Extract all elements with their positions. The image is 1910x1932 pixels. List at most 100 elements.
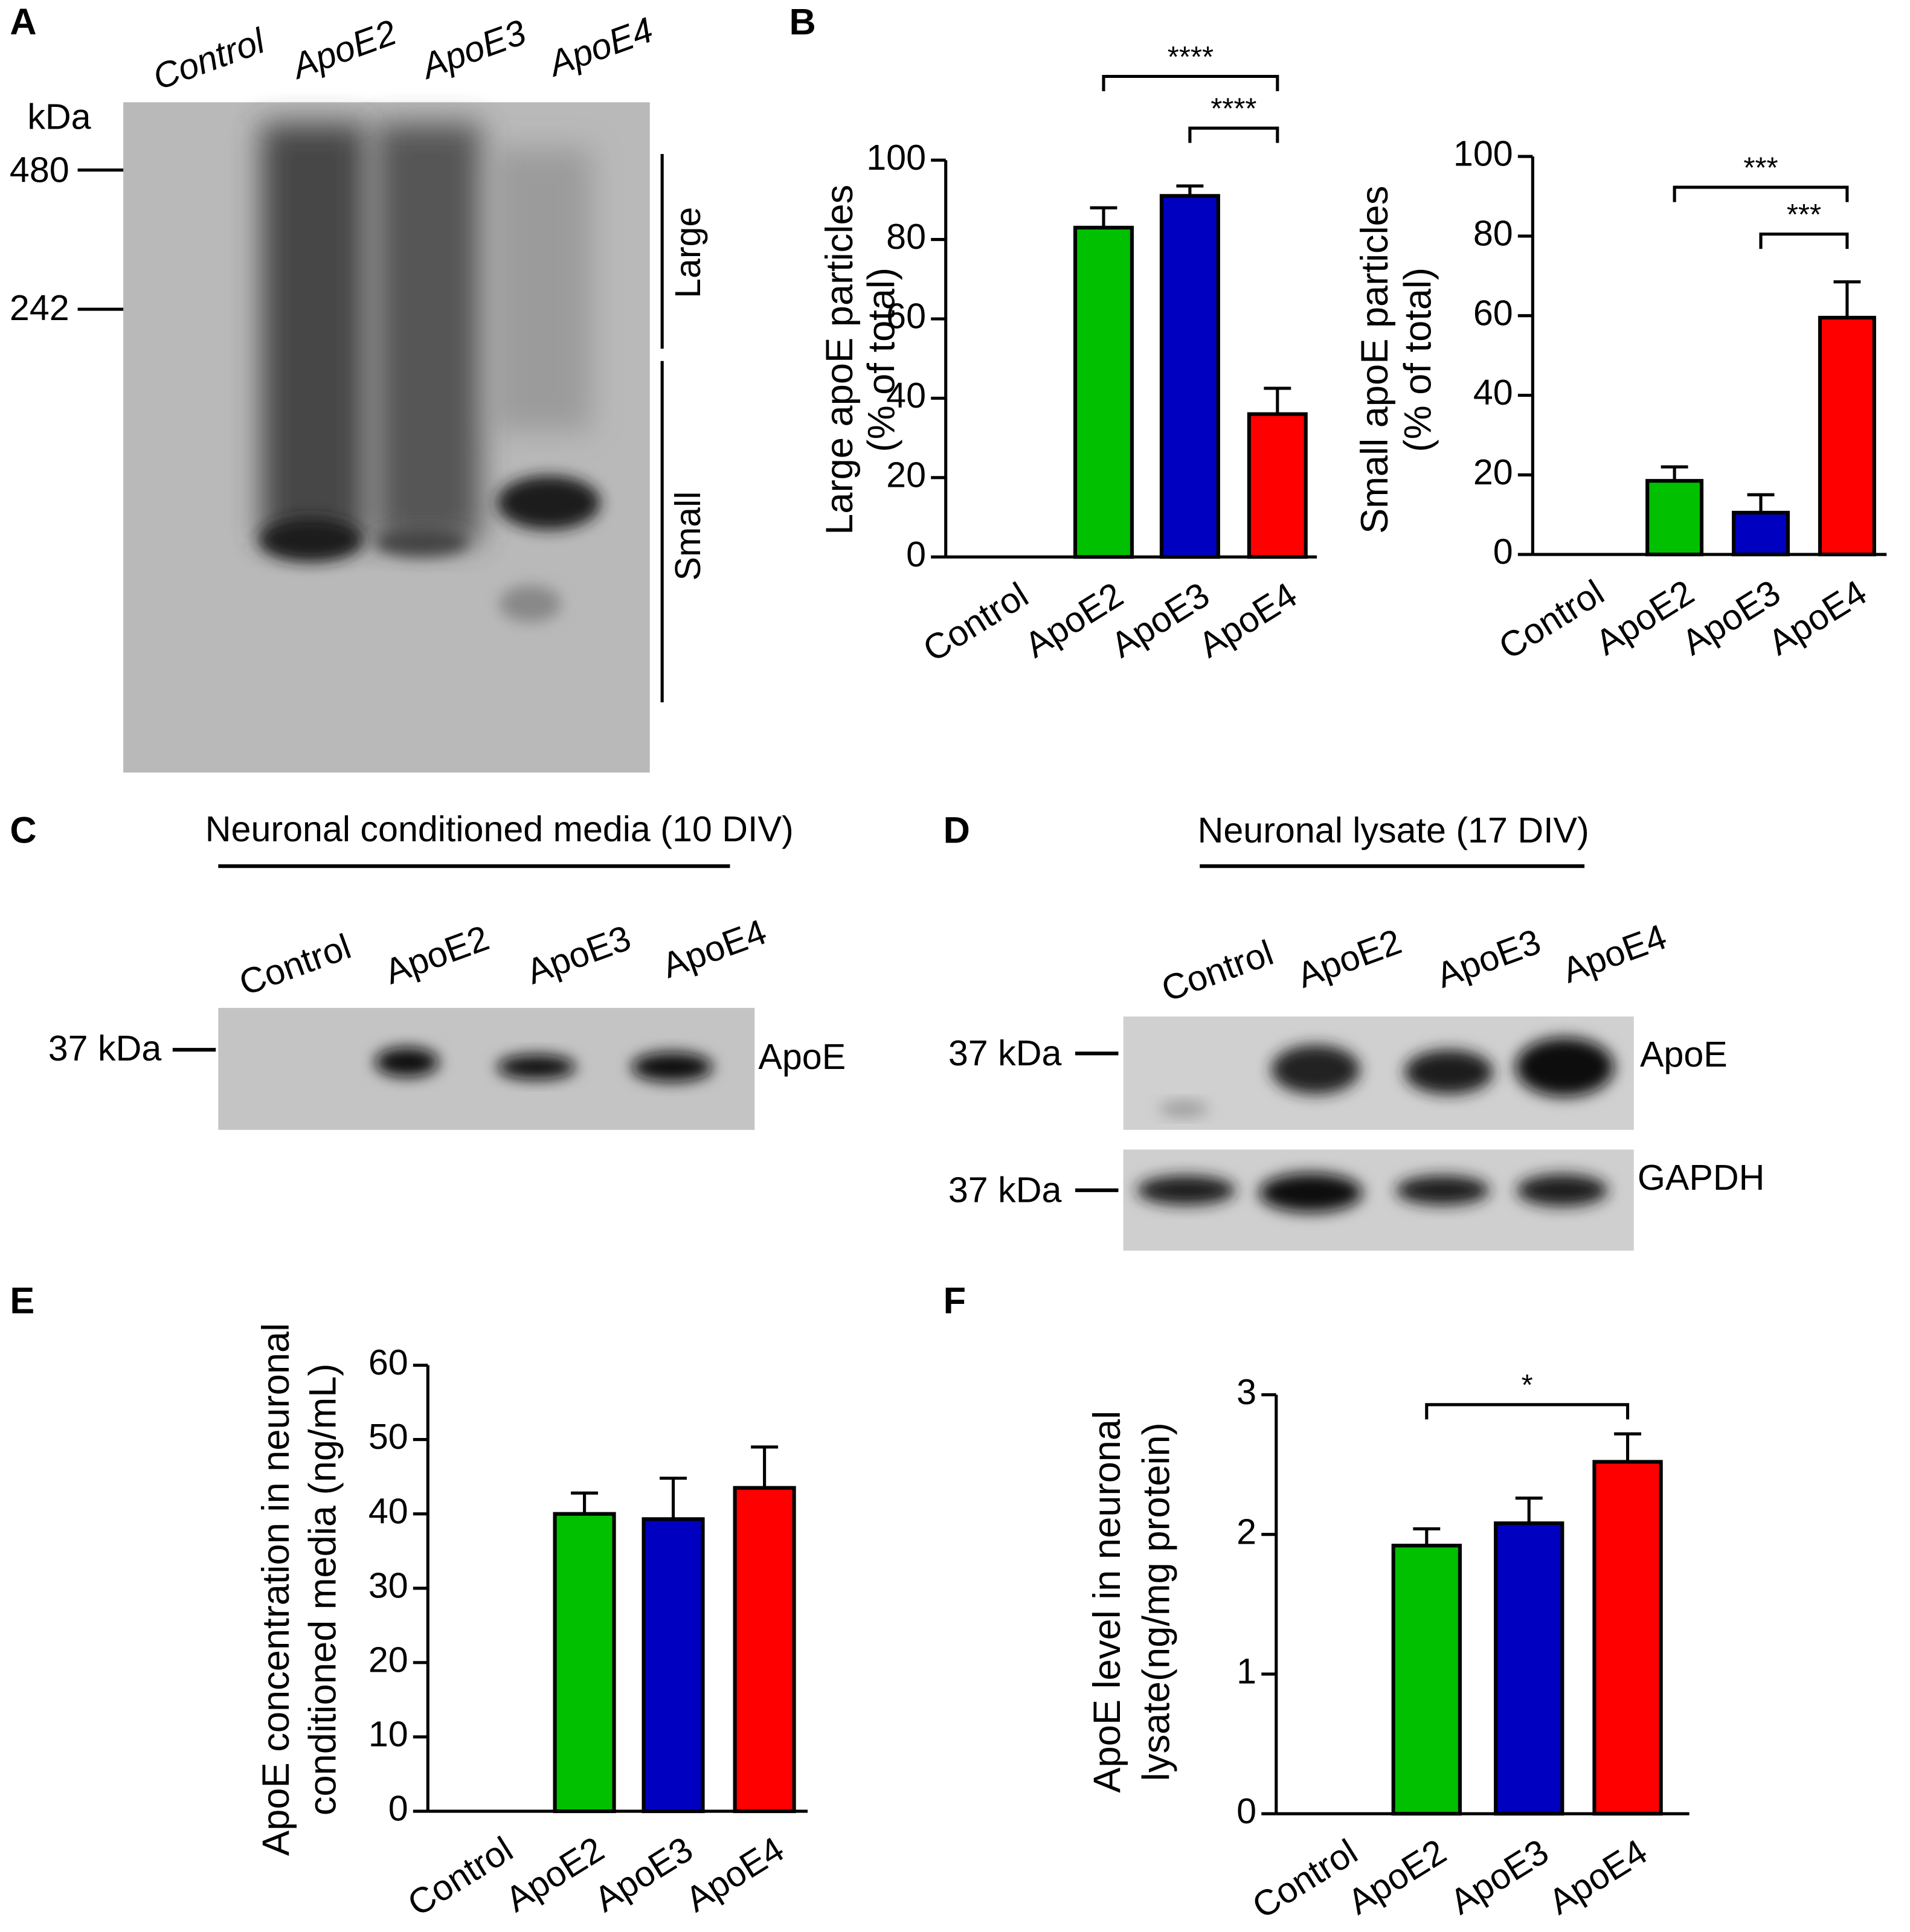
bar <box>1073 225 1134 559</box>
y-tick-label: 1 <box>1236 1651 1256 1692</box>
significance-label: **** <box>1168 41 1214 74</box>
x-tick-label: Control <box>400 1829 519 1924</box>
blot-title: Neuronal lysate (17 DIV) <box>1198 810 1589 850</box>
bar <box>1732 510 1790 557</box>
y-axis-label: ApoE level in neuronal <box>1086 1411 1128 1793</box>
lane-label: ApoE4 <box>1557 916 1672 991</box>
bar <box>1247 412 1308 559</box>
bar <box>1645 479 1704 557</box>
blot-title: Neuronal conditioned media (10 DIV) <box>205 809 794 849</box>
x-tick-label: ApoE2 <box>1340 1831 1453 1922</box>
y-tick-label: 40 <box>886 375 926 416</box>
marker-label: 242 <box>10 287 69 328</box>
y-axis-label: Large apoE particles <box>818 185 861 535</box>
x-tick-label: ApoE2 <box>1589 572 1701 663</box>
lane-label: ApoE3 <box>414 11 531 87</box>
panel-label: F <box>944 1280 966 1321</box>
x-tick-label: Control <box>1245 1831 1364 1927</box>
x-tick-label: Control <box>1492 572 1611 667</box>
marker-label: 37 kDa <box>948 1170 1062 1210</box>
y-tick-label: 50 <box>368 1416 408 1457</box>
y-tick-label: 80 <box>1473 213 1513 254</box>
panel-label: D <box>944 809 970 850</box>
lane-label: Control <box>1156 932 1278 1009</box>
y-tick-label: 100 <box>1453 133 1513 174</box>
lane-label: ApoE3 <box>521 917 636 992</box>
y-tick-label: 2 <box>1236 1511 1256 1552</box>
blot-d <box>1075 1016 1634 1251</box>
bar <box>1592 1460 1663 1816</box>
lane-label: ApoE3 <box>1431 921 1546 996</box>
x-tick-label: ApoE4 <box>1191 574 1304 666</box>
significance-label: *** <box>1743 152 1778 184</box>
bar <box>1818 315 1876 557</box>
y-tick-label: 0 <box>388 1788 408 1829</box>
lane-label: Control <box>234 926 356 1003</box>
y-tick-label: 0 <box>906 534 926 574</box>
y-tick-label: 10 <box>368 1714 408 1754</box>
significance-bracket <box>1102 74 1279 91</box>
lane-label: Control <box>147 20 271 98</box>
y-axis-label: (% of total) <box>860 268 902 452</box>
region-label: Small <box>667 492 708 581</box>
bar <box>641 1517 705 1814</box>
bar <box>1494 1521 1564 1816</box>
x-tick-label: ApoE4 <box>678 1829 791 1920</box>
significance-bracket <box>1188 126 1279 143</box>
unit-label: kDa <box>27 97 91 137</box>
panel-label: A <box>10 1 36 42</box>
y-tick-label: 40 <box>1473 372 1513 412</box>
x-tick-label: Control <box>916 574 1035 670</box>
bar <box>1159 194 1220 559</box>
y-tick-label: 0 <box>1236 1791 1256 1831</box>
significance-bracket <box>1759 233 1849 249</box>
marker-label: 480 <box>10 149 69 190</box>
y-tick-label: 80 <box>886 216 926 257</box>
band-label: ApoE <box>758 1036 846 1077</box>
region-label: Large <box>667 207 708 298</box>
lane-label: ApoE2 <box>379 917 494 992</box>
bar <box>733 1486 796 1814</box>
x-tick-label: ApoE4 <box>1761 572 1873 663</box>
significance-label: **** <box>1211 93 1256 126</box>
lane-label: ApoE4 <box>542 9 658 85</box>
lane-label: ApoE2 <box>1292 921 1407 996</box>
y-axis-label: conditioned media (ng/mL) <box>302 1363 344 1815</box>
significance-bracket <box>1673 185 1849 202</box>
y-axis-label: lysate(ng/mg protein) <box>1136 1422 1178 1781</box>
y-tick-label: 40 <box>368 1491 408 1531</box>
y-axis-label: Small apoE particles <box>1354 186 1396 534</box>
blot-c <box>172 1007 755 1130</box>
x-tick-label: ApoE2 <box>1018 574 1130 666</box>
significance-bracket <box>1425 1403 1630 1420</box>
marker-label: 37 kDa <box>48 1028 162 1068</box>
x-tick-label: ApoE2 <box>498 1829 611 1920</box>
panel-label: E <box>10 1280 34 1321</box>
y-axis-label: ApoE concentration in neuronal <box>255 1323 297 1856</box>
y-axis-label: (% of total) <box>1397 268 1439 452</box>
x-tick-label: ApoE3 <box>1104 574 1216 666</box>
panel-label: C <box>10 809 36 850</box>
x-tick-label: ApoE3 <box>1443 1831 1555 1922</box>
gel-a-lines <box>77 154 664 702</box>
y-tick-label: 30 <box>368 1565 408 1605</box>
marker-label: 37 kDa <box>948 1033 1062 1073</box>
x-tick-label: ApoE4 <box>1542 1831 1654 1922</box>
y-tick-label: 3 <box>1236 1372 1256 1412</box>
y-tick-label: 60 <box>368 1342 408 1382</box>
panel-label: B <box>789 1 815 42</box>
significance-label: *** <box>1787 199 1821 231</box>
y-tick-label: 60 <box>1473 292 1513 333</box>
lane-label: ApoE4 <box>657 911 771 986</box>
bar <box>1391 1544 1462 1816</box>
y-tick-label: 100 <box>866 137 926 178</box>
band-label: ApoE <box>1640 1034 1728 1074</box>
y-tick-label: 20 <box>368 1640 408 1680</box>
y-tick-label: 20 <box>1473 452 1513 492</box>
y-tick-label: 60 <box>886 296 926 336</box>
x-tick-label: ApoE3 <box>1675 572 1787 663</box>
band-label: GAPDH <box>1638 1157 1764 1198</box>
significance-label: * <box>1522 1369 1533 1402</box>
gel-a <box>123 102 650 773</box>
